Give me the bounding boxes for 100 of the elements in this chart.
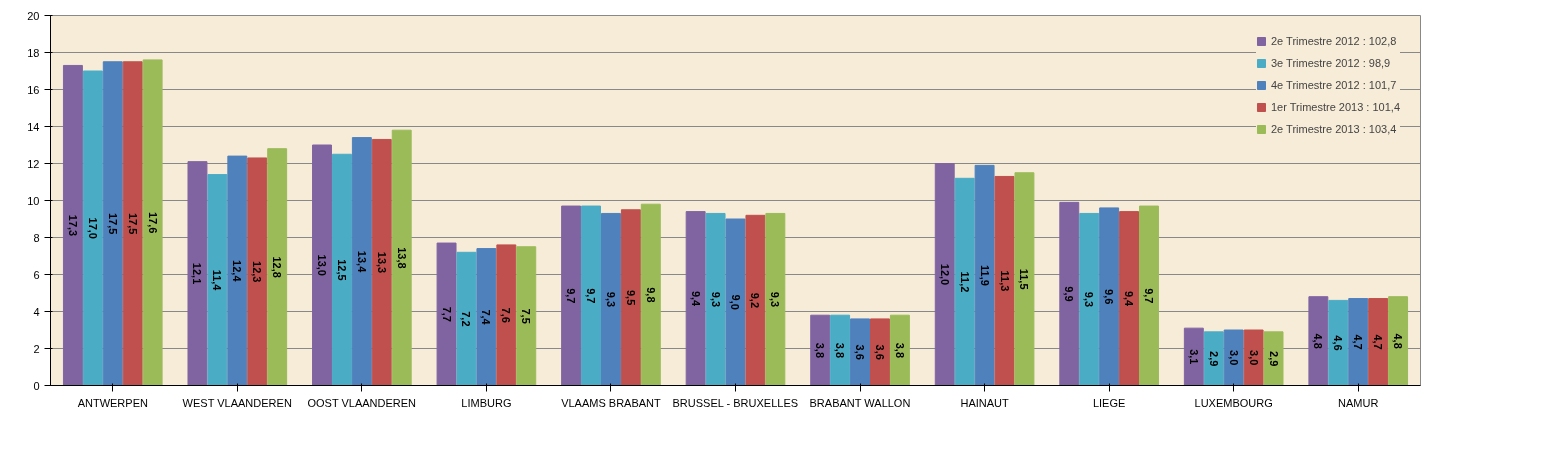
bar xyxy=(810,314,831,386)
data-label: 2,9 xyxy=(1267,351,1280,367)
data-label: 4,7 xyxy=(1372,334,1385,350)
legend-label: 2e Trimestre 2012 : 102,8 xyxy=(1270,35,1397,47)
x-tick-label: VLAAMS BRABANT xyxy=(561,396,662,409)
legend-label: 2e Trimestre 2013 : 103,4 xyxy=(1270,123,1397,135)
data-label: 3,0 xyxy=(1247,350,1260,366)
y-tick-label: 0 xyxy=(33,379,40,392)
bar xyxy=(102,61,123,386)
x-tick-label: BRABANT WALLON xyxy=(809,396,911,409)
bar xyxy=(1328,299,1349,386)
legend-label: 4e Trimestre 2012 : 101,7 xyxy=(1270,79,1397,91)
bar xyxy=(561,205,582,386)
data-label: 9,7 xyxy=(1142,288,1155,304)
data-label: 4,7 xyxy=(1352,334,1365,350)
data-label: 7,5 xyxy=(520,308,533,324)
data-label: 13,4 xyxy=(355,250,368,274)
data-label: 9,0 xyxy=(729,294,742,310)
data-label: 9,4 xyxy=(1123,290,1136,308)
y-tick-label: 20 xyxy=(27,9,40,22)
bar xyxy=(187,161,208,386)
bar xyxy=(247,157,268,386)
data-label: 9,3 xyxy=(604,291,617,308)
y-tick-label: 2 xyxy=(33,342,40,355)
bar xyxy=(1348,298,1369,386)
bar xyxy=(1203,331,1224,386)
data-label: 11,4 xyxy=(211,269,224,292)
bar xyxy=(889,314,910,386)
data-label: 12,4 xyxy=(231,260,244,283)
bar xyxy=(62,64,83,386)
bar xyxy=(1368,298,1389,386)
bar xyxy=(1263,331,1284,386)
bar xyxy=(974,164,995,386)
data-label: 7,7 xyxy=(440,306,453,322)
bar xyxy=(1139,205,1159,386)
bar xyxy=(765,212,786,386)
data-label: 11,5 xyxy=(1018,268,1031,290)
x-tick-label: BRUSSEL - BRUXELLES xyxy=(672,396,799,409)
x-tick-label: LIEGE xyxy=(1092,396,1126,409)
data-label: 3,8 xyxy=(834,342,847,358)
data-label: 12,3 xyxy=(251,261,264,283)
bar xyxy=(725,218,746,386)
data-label: 3,6 xyxy=(873,344,886,360)
data-label: 3,0 xyxy=(1227,350,1240,366)
bar xyxy=(391,129,412,386)
data-label: 3,6 xyxy=(854,344,867,360)
data-label: 2,9 xyxy=(1207,351,1220,367)
data-label: 17,5 xyxy=(106,212,119,235)
data-label: 12,1 xyxy=(191,262,204,285)
data-label: 9,3 xyxy=(709,291,722,308)
data-label: 7,6 xyxy=(500,307,513,323)
bar xyxy=(1014,172,1035,386)
bar xyxy=(954,177,975,386)
bar xyxy=(227,155,248,386)
data-label: 17,0 xyxy=(86,217,99,239)
data-label: 9,4 xyxy=(689,290,702,308)
data-label: 7,2 xyxy=(460,311,473,327)
y-tick-label: 14 xyxy=(27,120,40,133)
bar xyxy=(685,211,706,386)
data-label: 9,5 xyxy=(624,289,637,306)
y-tick-label: 16 xyxy=(27,83,40,96)
data-label: 17,5 xyxy=(126,212,139,235)
y-tick-label: 4 xyxy=(33,305,40,318)
bar xyxy=(1388,296,1409,386)
data-label: 9,3 xyxy=(769,291,782,308)
bar xyxy=(1243,329,1264,386)
bar xyxy=(745,214,766,386)
x-tick-label: HAINAUT xyxy=(960,396,1010,409)
bar xyxy=(312,144,332,386)
data-label: 11,2 xyxy=(958,271,971,293)
bar xyxy=(1099,207,1120,386)
bar xyxy=(496,244,517,386)
data-label: 7,4 xyxy=(480,309,493,326)
y-tick-label: 12 xyxy=(27,157,40,170)
data-label: 12,5 xyxy=(335,259,348,281)
data-label: 13,0 xyxy=(316,254,329,276)
data-label: 12,0 xyxy=(938,263,951,286)
data-label: 17,6 xyxy=(146,212,159,234)
data-label: 11,9 xyxy=(978,265,991,286)
bar xyxy=(705,212,726,386)
data-label: 13,8 xyxy=(395,247,408,269)
data-label: 3,8 xyxy=(814,342,827,358)
bar xyxy=(1183,327,1204,386)
data-label: 9,6 xyxy=(1103,289,1116,305)
bar xyxy=(267,148,288,386)
data-label: 13,3 xyxy=(375,251,388,274)
bar xyxy=(436,242,457,386)
x-tick-label: WEST VLAANDEREN xyxy=(182,396,292,409)
x-tick-label: OOST VLAANDEREN xyxy=(307,396,417,409)
data-label: 9,3 xyxy=(1083,291,1096,308)
bar xyxy=(1119,211,1140,386)
data-label: 9,7 xyxy=(585,288,598,304)
y-tick-label: 8 xyxy=(33,231,40,244)
x-tick-label: LUXEMBOURG xyxy=(1194,396,1273,409)
bar xyxy=(994,175,1015,386)
bar xyxy=(142,59,163,386)
bar xyxy=(1308,296,1329,386)
data-label: 9,8 xyxy=(644,287,657,303)
bar xyxy=(331,153,352,386)
data-label: 4,8 xyxy=(1312,333,1325,349)
